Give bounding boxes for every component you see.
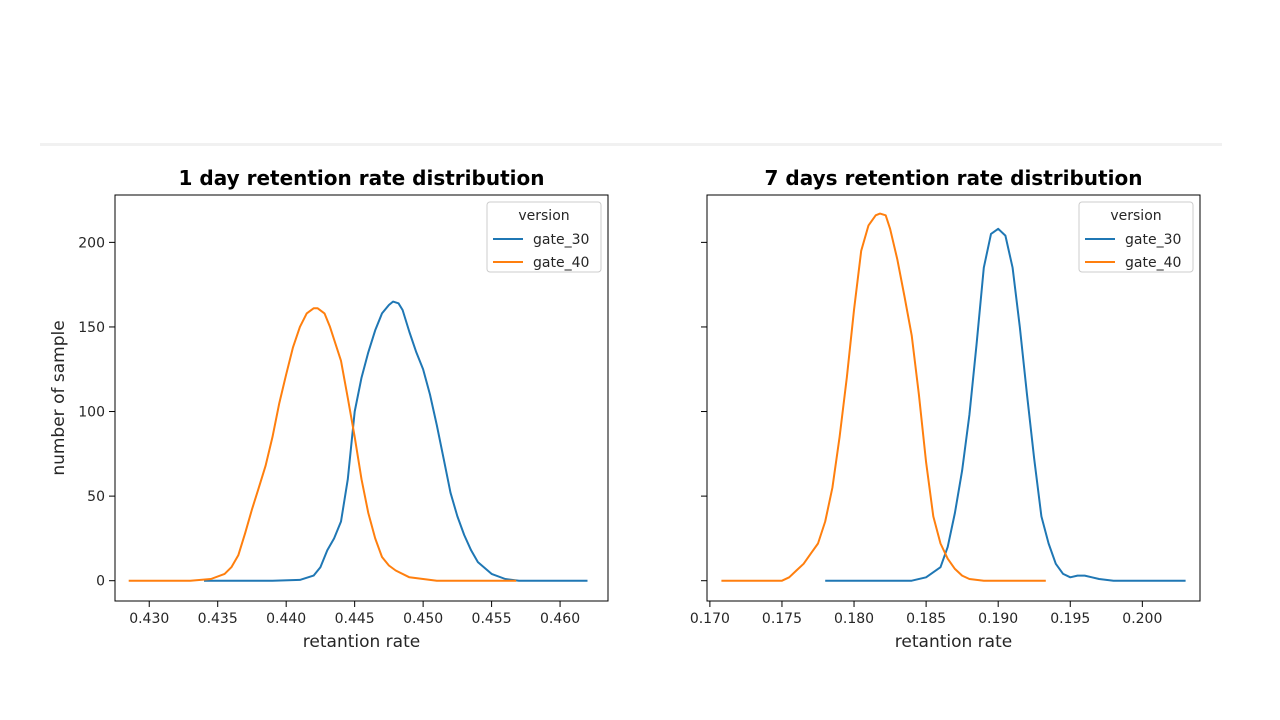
x-tick-label: 0.430 <box>129 611 169 627</box>
x-tick-label: 0.190 <box>978 611 1018 627</box>
y-tick-label: 150 <box>78 320 105 336</box>
legend-title: version <box>1110 208 1161 224</box>
x-tick-label: 0.180 <box>834 611 874 627</box>
series-line-gate-40 <box>128 307 517 582</box>
y-tick-label: 0 <box>96 574 105 590</box>
x-axis-label: retantion rate <box>303 632 420 652</box>
x-tick-label: 0.455 <box>472 611 512 627</box>
chart-title: 1 day retention rate distribution <box>179 166 545 190</box>
x-tick-label: 0.195 <box>1050 611 1090 627</box>
panel-7-days: 7 days retention rate distribution retan… <box>690 166 1201 652</box>
y-tick-label: 200 <box>78 235 105 251</box>
y-tick-label: 50 <box>87 489 105 505</box>
x-tick-label: 0.170 <box>690 611 730 627</box>
x-axis-label: retantion rate <box>895 632 1012 652</box>
x-tick-label: 0.435 <box>198 611 238 627</box>
x-tick-label: 0.185 <box>906 611 946 627</box>
chart-title: 7 days retention rate distribution <box>765 166 1143 190</box>
series-line-gate-30 <box>825 227 1186 582</box>
legend-box <box>486 201 602 273</box>
divider-line <box>40 143 1222 146</box>
legend-label-gate-40: gate_40 <box>1125 255 1181 271</box>
series-line-gate-30 <box>204 300 588 582</box>
legend-box <box>1078 201 1194 273</box>
series-line-gate-40 <box>721 212 1046 582</box>
x-tick-label: 0.450 <box>403 611 443 627</box>
axes-frame <box>114 194 609 602</box>
legend-label-gate-30: gate_30 <box>533 232 589 248</box>
panel-1-day: 1 day retention rate distribution retant… <box>49 166 609 652</box>
axes-frame <box>706 194 1201 602</box>
legend-title: version <box>518 208 569 224</box>
legend-label-gate-30: gate_30 <box>1125 232 1181 248</box>
x-tick-label: 0.460 <box>540 611 580 627</box>
x-tick-label: 0.440 <box>266 611 306 627</box>
x-tick-label: 0.175 <box>762 611 802 627</box>
y-tick-label: 100 <box>78 405 105 421</box>
x-tick-label: 0.200 <box>1122 611 1162 627</box>
y-axis-label: number of sample <box>49 320 69 475</box>
x-tick-label: 0.445 <box>335 611 375 627</box>
legend-label-gate-40: gate_40 <box>533 255 589 271</box>
